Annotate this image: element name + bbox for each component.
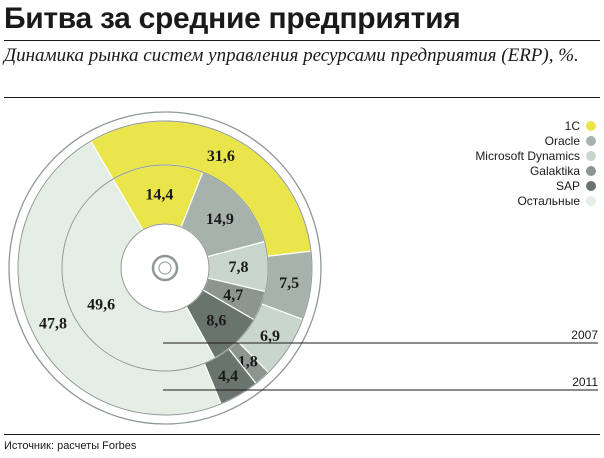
hub-core-inner — [158, 261, 172, 275]
data-label-2007-5: 49,6 — [87, 296, 115, 313]
legend-item: Oracle — [475, 133, 596, 148]
legend-swatch — [586, 165, 596, 176]
legend-label: Microsoft Dynamics — [475, 148, 580, 163]
header-divider — [4, 97, 600, 98]
legend-item: Microsoft Dynamics — [475, 148, 596, 163]
data-label-2007-3: 4,7 — [223, 287, 243, 304]
legend-swatch — [586, 150, 596, 161]
legend-label: Galaktika — [529, 163, 580, 178]
legend-item: Остальные — [475, 193, 596, 208]
chart-subtitle: Динамика рынка систем управления ресурса… — [4, 45, 579, 66]
top-divider — [4, 40, 600, 41]
source-note: Источник: расчеты Forbes — [4, 440, 137, 452]
data-label-2007-0: 14,4 — [145, 187, 173, 204]
data-label-2011-0: 31,6 — [207, 148, 235, 165]
chart-title: Битва за средние предприятия — [4, 2, 461, 35]
data-label-2007-2: 7,8 — [228, 259, 248, 276]
ring-outline-0 — [61, 164, 269, 372]
year-label-2007: 2007 — [571, 328, 598, 342]
legend-label: 1С — [564, 118, 580, 133]
legend-item: Galaktika — [475, 163, 596, 178]
data-label-2007-4: 8,6 — [206, 313, 226, 330]
legend: 1С Oracle Microsoft Dynamics Galaktika SAP Ос… — [475, 118, 596, 208]
legend-swatch — [586, 195, 596, 206]
legend-item: SAP — [475, 178, 596, 193]
legend-item: 1С — [475, 118, 596, 133]
legend-swatch — [586, 120, 596, 131]
data-label-2011-4: 4,4 — [218, 368, 238, 385]
legend-label: Oracle — [544, 133, 580, 148]
data-label-2011-1: 7,5 — [279, 275, 299, 292]
legend-label: SAP — [555, 178, 580, 193]
footer-divider — [4, 434, 600, 435]
legend-swatch — [586, 180, 596, 191]
ring-outline-1 — [17, 120, 313, 416]
year-label-2011: 2011 — [572, 375, 598, 389]
outer-ring-outline — [8, 111, 322, 425]
legend-swatch — [586, 135, 596, 146]
data-label-2011-5: 47,8 — [39, 316, 67, 333]
data-label-2007-1: 14,9 — [206, 211, 234, 228]
legend-label: Остальные — [517, 193, 580, 208]
data-label-2011-2: 6,9 — [260, 328, 280, 345]
